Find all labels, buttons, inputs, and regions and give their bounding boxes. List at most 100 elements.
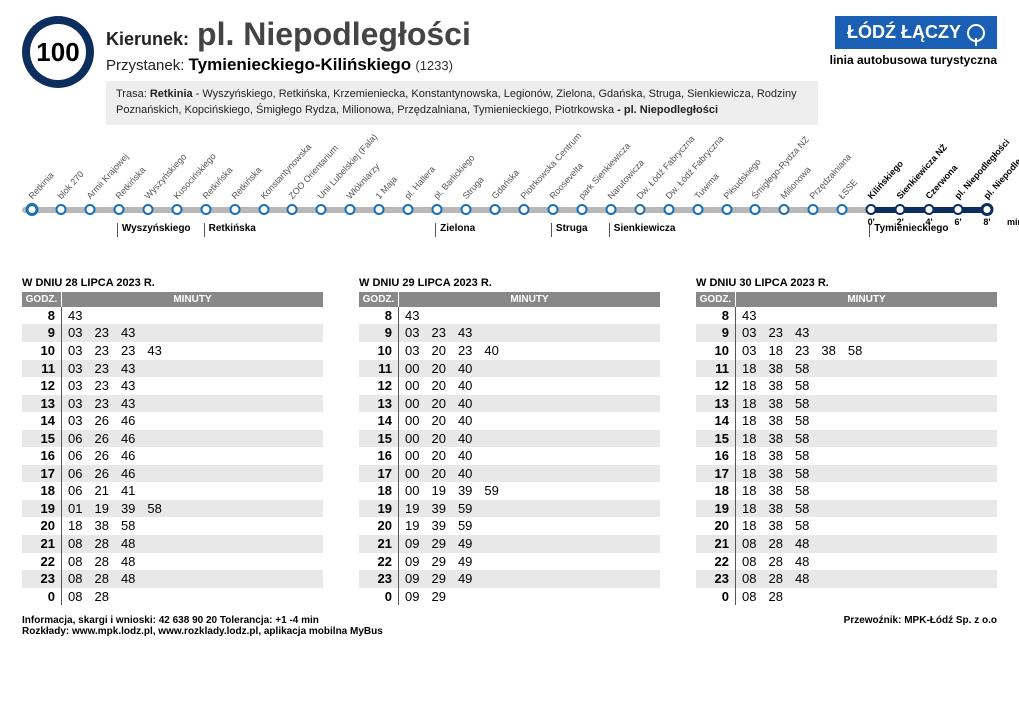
minutes-cell: 002040: [399, 360, 660, 378]
minute: 06: [68, 430, 82, 448]
minute: 19: [431, 482, 445, 500]
line-badge: 100: [22, 16, 94, 88]
minute: 43: [121, 377, 135, 395]
hour-cell: 11: [22, 360, 62, 378]
hour-cell: 23: [359, 570, 399, 588]
hour-cell: 8: [696, 307, 736, 325]
timetable-row: 21082848: [22, 535, 323, 553]
minute: 48: [121, 553, 135, 571]
timetable-row: 1003202340: [359, 342, 660, 360]
stop-dot: [953, 204, 964, 215]
minutes-cell: 002040: [399, 412, 660, 430]
brand-sub: linia autobusowa turystyczna: [830, 53, 997, 67]
direction-label: Kierunek:: [106, 29, 189, 50]
hour-cell: 21: [22, 535, 62, 553]
minute: 26: [94, 447, 108, 465]
minute: 40: [458, 430, 472, 448]
minute: 39: [458, 482, 472, 500]
hour-cell: 10: [359, 342, 399, 360]
hour-cell: 16: [22, 447, 62, 465]
minute: 46: [121, 412, 135, 430]
minute: 00: [405, 395, 419, 413]
stop-dot: [200, 204, 211, 215]
minutes-cell: 0318233858: [736, 342, 997, 360]
time-tick: 4': [926, 217, 933, 227]
minute: 09: [405, 553, 419, 571]
minute: 38: [821, 342, 835, 360]
stop-dot: [866, 204, 877, 215]
minute: 03: [405, 324, 419, 342]
minute: 03: [742, 342, 756, 360]
timetable-row: 00929: [359, 588, 660, 606]
minute: 08: [68, 570, 82, 588]
minute: 28: [768, 535, 782, 553]
timetable-row: 14032646: [22, 412, 323, 430]
minute: 46: [121, 430, 135, 448]
minute: 19: [405, 500, 419, 518]
timetable-body: 8439032343100320234011002040120020401300…: [359, 307, 660, 605]
route-diagram: Retkiniablok 270Armii KrajowejRetkińskaW…: [22, 155, 997, 265]
minute: 20: [431, 342, 445, 360]
stop-dot: [605, 204, 616, 215]
minutes-cell: 092949: [399, 570, 660, 588]
timetable-row: 11032343: [22, 360, 323, 378]
timetable-row: 21082848: [696, 535, 997, 553]
hour-cell: 0: [22, 588, 62, 606]
minute: 38: [768, 412, 782, 430]
timetable-row: 843: [696, 307, 997, 325]
minute: 18: [742, 377, 756, 395]
hour-cell: 8: [22, 307, 62, 325]
minutes-cell: 0929: [399, 588, 660, 606]
timetable-row: 100318233858: [696, 342, 997, 360]
minute: 43: [121, 360, 135, 378]
minutes-cell: 03202340: [399, 342, 660, 360]
timetable-row: 13183858: [696, 395, 997, 413]
hour-cell: 13: [22, 395, 62, 413]
minute: 08: [742, 588, 756, 606]
minutes-cell: 032343: [62, 324, 323, 342]
minute: 20: [431, 465, 445, 483]
stop-dot: [924, 204, 935, 215]
minute: 18: [742, 412, 756, 430]
stop-label: Retkinia: [27, 170, 56, 201]
minute: 01: [68, 500, 82, 518]
stop-dot: [403, 204, 414, 215]
timetable-row: 23082848: [22, 570, 323, 588]
timetable-row: 9032343: [696, 324, 997, 342]
minute: 06: [68, 465, 82, 483]
minute: 00: [405, 412, 419, 430]
minute: 23: [795, 342, 809, 360]
brand-text: ŁÓDŹ ŁĄCZY: [847, 22, 961, 43]
time-tick: 0': [868, 217, 875, 227]
minutes-cell: 082848: [62, 570, 323, 588]
stop-label: Tuwima: [692, 171, 720, 201]
minutes-cell: 062646: [62, 447, 323, 465]
brand-icon: [967, 24, 985, 42]
minute: 03: [742, 324, 756, 342]
timetable-row: 1800193959: [359, 482, 660, 500]
minutes-cell: 032646: [62, 412, 323, 430]
stop-dot: [808, 204, 819, 215]
hour-cell: 13: [696, 395, 736, 413]
minute: 29: [431, 588, 445, 606]
minute: 40: [458, 395, 472, 413]
minute: 09: [405, 535, 419, 553]
under-label: Tymienieckiego: [869, 223, 948, 237]
minute: 23: [94, 360, 108, 378]
minutes-cell: 183858: [736, 500, 997, 518]
timetable-row: 19183858: [696, 500, 997, 518]
minute: 38: [94, 517, 108, 535]
minute: 18: [742, 447, 756, 465]
hour-cell: 17: [22, 465, 62, 483]
minute: 43: [458, 324, 472, 342]
timetable-row: 22092949: [359, 553, 660, 571]
minutes-cell: 082848: [736, 535, 997, 553]
timetable-row: 12002040: [359, 377, 660, 395]
timetable-row: 16002040: [359, 447, 660, 465]
minute: 23: [121, 342, 135, 360]
minutes-cell: 082848: [62, 553, 323, 571]
minute: 26: [94, 465, 108, 483]
minutes-cell: 183858: [736, 395, 997, 413]
hour-cell: 15: [696, 430, 736, 448]
timetables: W DNIU 28 LIPCA 2023 R.GODZ.MINUTY843903…: [22, 277, 997, 605]
